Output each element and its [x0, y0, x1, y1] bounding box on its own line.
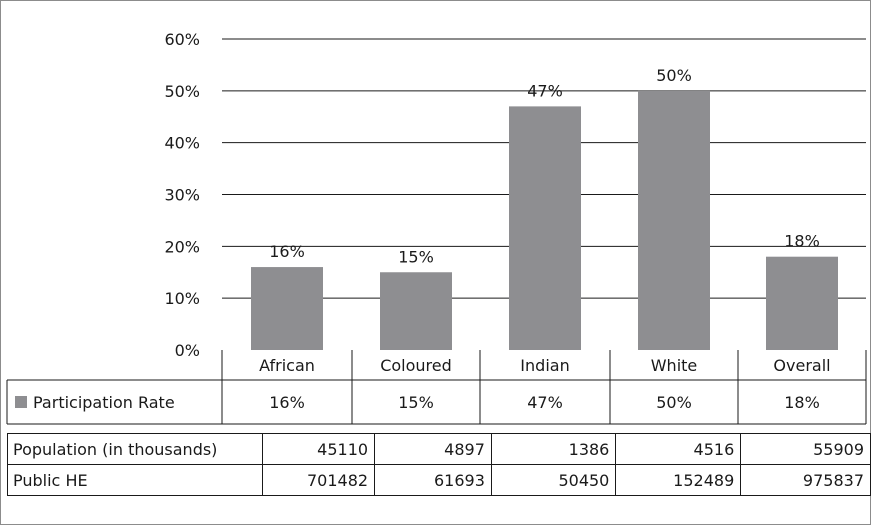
bar: [766, 256, 838, 350]
stats-table: Population (in thousands) 45110 4897 138…: [7, 433, 871, 496]
table-cell: 4897: [374, 433, 492, 465]
table-cell: 975837: [740, 464, 871, 496]
chart-data-table: African Coloured Indian White Overall Partici…: [6, 350, 867, 425]
table-value: 47%: [527, 393, 563, 412]
data-label: 50%: [656, 66, 692, 85]
data-label: 16%: [269, 242, 305, 261]
row-label: Population (in thousands): [7, 433, 263, 465]
y-tick-label: 20%: [164, 237, 200, 256]
table-row: Public HE 701482 61693 50450 152489 9758…: [7, 464, 871, 496]
y-tick-label: 10%: [164, 289, 200, 308]
y-tick-label: 40%: [164, 134, 200, 153]
table-cell: 152489: [615, 464, 742, 496]
data-label: 18%: [784, 232, 820, 251]
bar: [251, 267, 323, 350]
data-label: 47%: [527, 81, 563, 100]
y-tick-label: 50%: [164, 82, 200, 101]
category-label: Overall: [773, 356, 830, 375]
bar: [509, 106, 581, 350]
data-label: 15%: [398, 247, 434, 266]
table-cell: 4516: [615, 433, 742, 465]
table-value: 15%: [398, 393, 434, 412]
y-tick-label: 60%: [164, 30, 200, 49]
y-tick-label: 30%: [164, 186, 200, 205]
table-row: Population (in thousands) 45110 4897 138…: [7, 433, 871, 465]
gridlines: [222, 38, 866, 299]
category-label: African: [259, 356, 315, 375]
category-label: White: [651, 356, 698, 375]
table-cell: 701482: [261, 464, 376, 496]
table-cell: 1386: [490, 433, 617, 465]
y-tick-label: 0%: [175, 341, 200, 360]
legend-swatch: [15, 396, 27, 408]
row-label: Public HE: [7, 464, 263, 496]
bars: [251, 90, 838, 350]
bar: [380, 272, 452, 350]
table-cell: 55909: [740, 433, 871, 465]
data-labels: 16% 15% 47% 50% 18%: [269, 66, 820, 266]
bar: [638, 90, 710, 350]
legend-label: Participation Rate: [33, 393, 175, 412]
table-value: 18%: [784, 393, 820, 412]
table-value: 50%: [656, 393, 692, 412]
table-cell: 50450: [490, 464, 617, 496]
table-cell: 61693: [374, 464, 492, 496]
category-label: Coloured: [380, 356, 452, 375]
y-axis-ticks: 0% 10% 20% 30% 40% 50% 60%: [164, 30, 200, 360]
table-cell: 45110: [261, 433, 376, 465]
table-value: 16%: [269, 393, 305, 412]
category-label: Indian: [520, 356, 569, 375]
